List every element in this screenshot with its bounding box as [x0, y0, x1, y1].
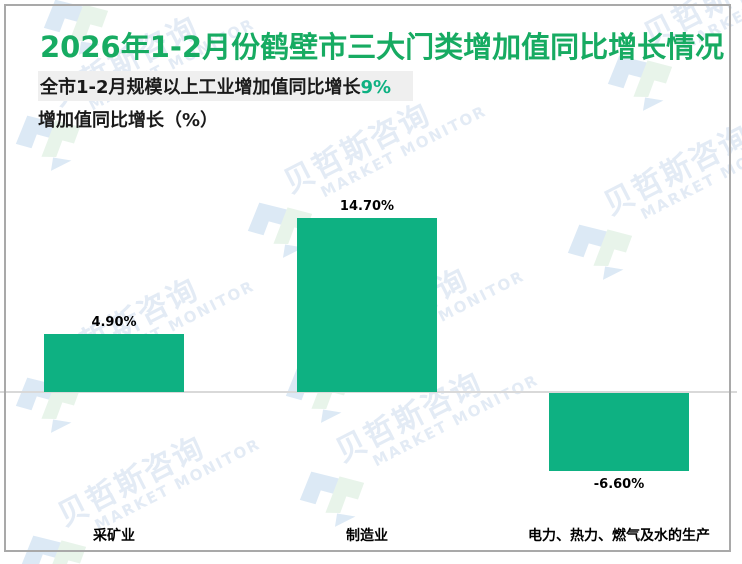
watermark-logo-icon	[247, 202, 313, 258]
watermark-logo-icon	[299, 471, 365, 527]
category-label-mining: 采矿业	[93, 528, 135, 544]
category-label-manufacturing: 制造业	[346, 528, 388, 544]
subtitle-text: 全市1-2月规模以上工业增加值同比增长9%	[38, 73, 391, 99]
value-label-mining: 4.90%	[91, 315, 137, 330]
category-label-utilities: 电力、热力、燃气及水的生产	[528, 528, 710, 544]
watermark-logo-icon	[43, 0, 109, 55]
page-title: 2026年1-2月份鹤壁市三大门类增加值同比增长情况	[40, 30, 725, 64]
bar-manufacturing	[297, 218, 437, 392]
bar-group-utilities: -6.60% 电力、热力、燃气及水的生产	[528, 0, 710, 564]
value-label-utilities: -6.60%	[593, 477, 645, 492]
x-axis-zero-line	[0, 391, 737, 393]
subtitle-highlight-box: 全市1-2月规模以上工业增加值同比增长9%	[38, 71, 413, 101]
y-axis-caption: 增加值同比增长（%）	[38, 110, 219, 131]
subtitle-highlight-value: 9%	[360, 77, 392, 98]
subtitle-prefix: 全市1-2月规模以上工业增加值同比增长	[40, 77, 361, 98]
bar-utilities	[549, 393, 689, 471]
bar-group-mining: 4.90% 采矿业	[44, 0, 184, 564]
bar-mining	[44, 334, 184, 392]
watermark-logo-icon	[607, 55, 673, 111]
watermark-logo-icon	[15, 115, 81, 171]
watermark-logo-icon	[567, 224, 633, 280]
bar-group-manufacturing: 14.70% 制造业	[297, 0, 437, 564]
value-label-manufacturing: 14.70%	[339, 199, 395, 214]
